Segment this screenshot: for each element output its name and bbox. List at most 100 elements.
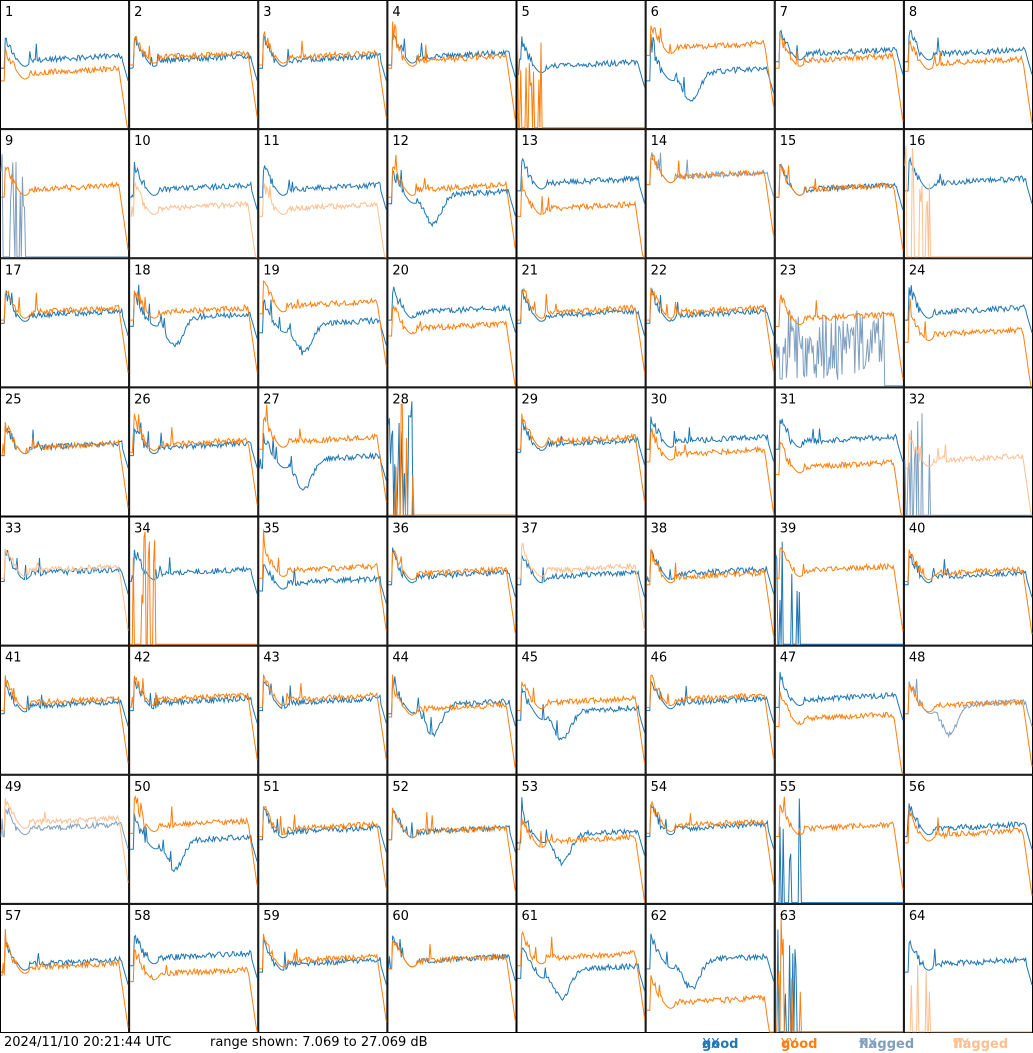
panel-label: 50 [134,780,151,795]
panel-label: 58 [134,909,151,924]
series-xx-good [517,36,646,88]
panel-label: 43 [263,651,280,666]
panel-38: 38 [645,516,775,646]
panel-frame [774,774,904,904]
panel-frame [0,0,130,130]
panel-44: 44 [387,645,517,775]
panel-22: 22 [645,258,775,388]
panel-label: 44 [392,651,409,666]
panel-12: 12 [387,129,517,259]
panel-label: 4 [392,5,400,20]
panel-label: 46 [651,651,668,666]
series-yy-flagged [904,432,1033,516]
series-yy-good [904,298,1032,387]
panel-frame [774,645,904,775]
panel-frame [645,645,775,775]
panel-frame [645,129,775,259]
series-yy-good [517,413,646,503]
series-xx-good [259,35,387,82]
panel-27: 27 [258,387,388,517]
series-yy-good [1,47,129,129]
panel-46: 46 [645,645,775,775]
series-yy-good [646,428,775,515]
series-xx-good [1,290,129,337]
panel-64: 64 [903,903,1033,1033]
panel-label: 31 [780,392,797,407]
series-yy-good [775,162,904,251]
panel-label: 6 [651,5,659,20]
series-yy-good [775,441,903,516]
series-xx-good [1,37,129,82]
series-yy-good [259,933,387,1022]
series-yy-good [775,294,904,380]
series-yy-good [388,304,516,387]
panel-frame [903,387,1033,517]
series-xx-good [259,936,387,985]
series-yy-flagged [1,798,129,884]
panel-frame [258,774,388,904]
series-yy-flagged [130,181,258,258]
series-xx-good [775,671,904,721]
panel-43: 43 [258,645,388,775]
panel-frame [774,387,904,517]
series-xx-flagged [0,808,129,850]
series-yy-good [775,547,904,632]
panel-11: 11 [258,129,388,259]
panel-label: 60 [392,909,409,924]
series-xx-good [259,564,387,604]
series-xx-flagged [775,310,903,387]
series-xx-good [259,165,387,211]
panel-14: 14 [645,129,775,259]
panel-frame [129,516,259,646]
panel-label: 18 [134,263,151,278]
panel-4: 4 [387,0,517,130]
series-yy-good [1,675,129,764]
panel-label: 38 [651,522,668,537]
series-xx-good [904,939,1033,985]
panel-label: 63 [780,909,797,924]
panel-16: 16 [903,129,1033,259]
series-xx-good [259,299,387,356]
panel-label: 36 [392,522,409,537]
series-yy-good [517,817,646,903]
panel-2: 2 [129,0,259,130]
panel-frame [0,516,130,646]
panel-label: 10 [134,134,151,149]
panel-9: 9 [0,129,130,259]
panel-63: 63 [774,903,904,1033]
series-xx-good [130,36,258,82]
series-yy-good [775,917,903,1033]
panel-42: 42 [129,645,259,775]
panel-28: 28 [387,387,517,517]
series-yy-good [904,40,1033,125]
series-yy-good [646,975,774,1033]
series-yy-good [130,795,258,887]
series-yy-good [517,287,646,373]
panel-label: 62 [651,909,668,924]
panel-58: 58 [129,903,259,1033]
panel-6: 6 [645,0,775,130]
panel-frame [645,258,775,388]
panel-frame [129,645,259,775]
panel-label: 52 [392,780,409,795]
panel-frame [903,0,1033,130]
series-xx-good [775,29,904,75]
series-xx-good [130,934,258,979]
panel-35: 35 [258,516,388,646]
series-xx-good [388,33,516,78]
series-yy-good [259,673,387,761]
series-yy-good [259,31,387,118]
series-yy-good [646,549,775,638]
series-xx-good [904,30,1033,75]
series-yy-good [904,549,1033,635]
series-yy-good [646,287,775,373]
series-xx-good [775,418,904,463]
panel-label: 5 [522,5,530,20]
panel-frame [258,387,388,517]
panel-label: 28 [392,392,409,407]
panel-label: 53 [522,780,539,795]
series-xx-good [517,157,646,204]
panel-7: 7 [774,0,904,130]
panel-29: 29 [516,387,646,517]
panel-frame [387,387,517,517]
